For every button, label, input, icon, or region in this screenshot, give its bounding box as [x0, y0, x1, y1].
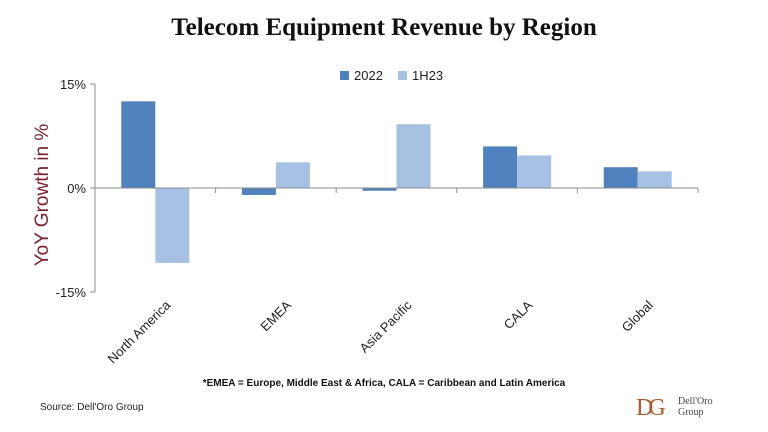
y-tick-label: 15%: [60, 77, 86, 92]
footnote: *EMEA = Europe, Middle East & Africa, CA…: [202, 378, 566, 389]
bar-1h23-global: [637, 171, 672, 188]
bar-1h23-north-america: [155, 188, 190, 263]
bar-1h23-asia-pacific: [396, 124, 431, 188]
chart-title: Telecom Equipment Revenue by Region: [171, 14, 597, 41]
legend-label-1h23: 1H23: [412, 68, 443, 83]
x-tick-label: North America: [105, 297, 174, 366]
x-tick-label: EMEA: [257, 297, 294, 334]
legend-label-2022: 2022: [354, 68, 383, 83]
x-tick-label: Asia Pacific: [356, 297, 414, 355]
x-tick-label: CALA: [501, 297, 536, 332]
bar-2022-north-america: [121, 101, 156, 188]
dell-oro-logo: DG Dell'Oro Group: [636, 394, 736, 422]
bar-1h23-emea: [275, 162, 310, 188]
bar-1h23-cala: [517, 155, 552, 188]
legend: 2022 1H23: [340, 68, 443, 83]
legend-swatch-1h23: [398, 71, 407, 80]
bar-2022-asia-pacific: [362, 188, 397, 191]
legend-swatch-2022: [340, 71, 349, 80]
source-note: Source: Dell'Oro Group: [40, 402, 144, 413]
bar-2022-global: [603, 167, 638, 188]
x-tick-label: Global: [619, 297, 656, 334]
bars: [121, 101, 672, 263]
logo-text: Dell'Oro Group: [678, 396, 713, 418]
y-axis-label: YoY Growth in %: [32, 124, 53, 267]
bar-2022-cala: [483, 146, 518, 188]
logo-mark: DG: [636, 395, 666, 421]
y-tick-label: 0%: [67, 181, 86, 196]
bar-2022-emea: [241, 188, 276, 195]
y-tick-label: -15%: [56, 285, 87, 300]
